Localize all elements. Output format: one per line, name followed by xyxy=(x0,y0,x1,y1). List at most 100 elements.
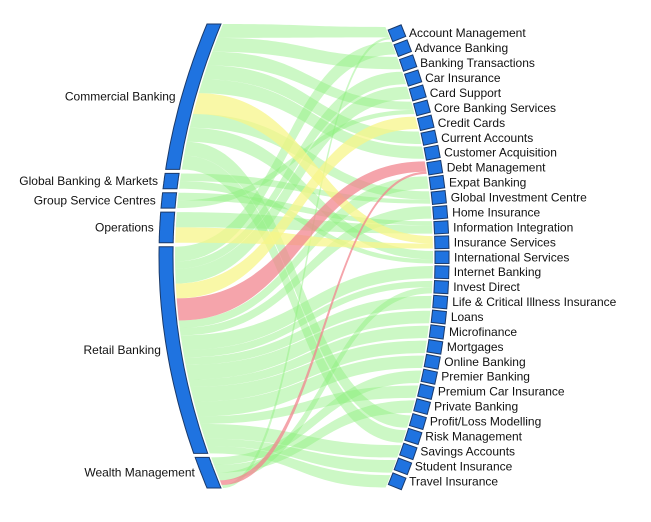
link-wealth-inv xyxy=(216,287,433,481)
link-retail-expat xyxy=(178,176,429,328)
right-node-loans xyxy=(430,309,448,325)
left-node-retail-banking xyxy=(158,246,209,454)
link-commercial-ins xyxy=(192,93,433,244)
link-retail-life xyxy=(184,295,432,365)
right-node-label-core-banking-services: Core Banking Services xyxy=(434,101,556,115)
link-commercial-btx xyxy=(212,37,402,70)
right-node-label-advance-banking: Advance Banking xyxy=(415,41,508,55)
right-node-label-customer-acquisition: Customer Acquisition xyxy=(444,146,557,160)
left-node-global-banking-markets xyxy=(162,172,180,190)
right-node-label-current-accounts: Current Accounts xyxy=(441,131,533,145)
right-node-label-home-insurance: Home Insurance xyxy=(452,205,540,219)
right-node-private-banking xyxy=(413,398,432,416)
right-node-label-premium-car-insurance: Premium Car Insurance xyxy=(438,385,565,399)
right-node-car-insurance xyxy=(403,69,423,87)
right-node-label-debt-management: Debt Management xyxy=(447,161,546,175)
link-wealth-acct xyxy=(221,37,391,488)
right-node-account-management xyxy=(387,24,407,43)
right-node-label-loans: Loans xyxy=(451,310,484,324)
right-node-label-travel-insurance: Travel Insurance xyxy=(409,474,498,488)
right-node-life-critical-illness-insurance xyxy=(432,294,449,310)
left-node-label-wealth-management: Wealth Management xyxy=(84,466,195,480)
right-node-information-integration xyxy=(433,220,450,235)
right-node-label-profit-loss-modelling: Profit/Loss Modelling xyxy=(430,415,541,429)
right-node-global-investment-centre xyxy=(430,190,447,205)
right-node-label-international-services: International Services xyxy=(454,250,569,264)
left-node-operations xyxy=(158,211,176,244)
link-ops-info xyxy=(175,212,433,234)
link-retail-home xyxy=(179,206,432,336)
link-retail-pci xyxy=(197,385,419,424)
link-retail-inv xyxy=(182,280,433,358)
right-node-label-savings-accounts: Savings Accounts xyxy=(420,444,515,458)
right-node-microfinance xyxy=(428,324,446,340)
link-commercial-acct xyxy=(217,24,390,38)
right-node-premium-car-insurance xyxy=(417,383,435,400)
link-gbm-intl xyxy=(179,181,433,264)
right-node-label-premier-banking: Premier Banking xyxy=(441,370,530,384)
link-retail-debt xyxy=(176,161,427,321)
link-wealth-priv xyxy=(213,400,415,473)
right-node-label-internet-banking: Internet Banking xyxy=(454,265,541,279)
right-node-label-risk-management: Risk Management xyxy=(425,429,522,443)
right-node-card-support xyxy=(408,84,427,102)
link-retail-car xyxy=(175,71,407,269)
link-commercial-core xyxy=(207,51,414,110)
link-retail-loans xyxy=(185,310,431,380)
links-layer xyxy=(175,24,433,488)
right-node-label-invest-direct: Invest Direct xyxy=(453,280,520,294)
right-node-label-card-support: Card Support xyxy=(430,86,502,100)
right-node-label-banking-transactions: Banking Transactions xyxy=(420,56,535,70)
right-node-invest-direct xyxy=(433,280,450,295)
left-node-label-commercial-banking: Commercial Banking xyxy=(65,90,176,104)
right-node-credit-cards xyxy=(416,114,435,132)
link-commercial-cust xyxy=(198,79,425,159)
link-commercial-pl xyxy=(183,141,411,428)
right-node-banking-transactions xyxy=(398,54,418,72)
right-node-mortgages xyxy=(426,339,444,355)
right-node-travel-insurance xyxy=(387,472,407,491)
right-node-insurance-services xyxy=(434,235,450,250)
left-node-wealth-management xyxy=(194,456,222,489)
right-node-savings-accounts xyxy=(399,442,418,461)
right-node-label-private-banking: Private Banking xyxy=(434,400,518,414)
link-retail-travel xyxy=(207,445,391,488)
right-node-expat-banking xyxy=(428,174,446,191)
left-node-group-service-centres xyxy=(160,192,178,209)
link-retail-inet xyxy=(180,265,433,351)
right-node-student-insurance xyxy=(393,457,413,476)
left-node-label-global-banking-markets: Global Banking & Markets xyxy=(19,174,158,188)
right-node-label-life-critical-illness-insurance: Life & Critical Illness Insurance xyxy=(452,295,616,309)
left-nodes-layer: Commercial Banking Global Banking & Marke… xyxy=(19,23,222,489)
link-commercial-risk xyxy=(181,155,407,443)
right-node-label-microfinance: Microfinance xyxy=(449,325,517,339)
right-node-internet-banking xyxy=(434,265,450,280)
left-node-label-retail-banking: Retail Banking xyxy=(83,343,160,357)
right-node-label-insurance-services: Insurance Services xyxy=(454,235,556,249)
right-node-label-student-insurance: Student Insurance xyxy=(415,459,513,473)
right-node-online-banking xyxy=(423,353,441,370)
left-node-label-group-service-centres: Group Service Centres xyxy=(34,193,156,207)
link-commercial-curr xyxy=(202,65,422,144)
link-retail-card xyxy=(175,86,411,284)
right-node-current-accounts xyxy=(420,129,438,146)
right-node-risk-management xyxy=(404,427,423,446)
link-commercial-gic xyxy=(189,114,430,200)
link-retail-sav xyxy=(200,423,402,458)
right-node-label-account-management: Account Management xyxy=(409,26,526,40)
right-node-label-online-banking: Online Banking xyxy=(444,355,525,369)
link-wealth-debt xyxy=(219,171,427,485)
left-node-commercial-banking xyxy=(165,23,222,170)
right-node-label-credit-cards: Credit Cards xyxy=(438,116,505,130)
right-node-customer-acquisition xyxy=(423,144,441,161)
left-node-label-operations: Operations xyxy=(95,220,154,234)
link-retail-online xyxy=(193,355,425,417)
link-retail-adv xyxy=(175,41,397,262)
link-retail-cc xyxy=(175,116,419,299)
right-node-premier-banking xyxy=(420,368,439,385)
link-retail-micro xyxy=(188,325,429,387)
right-node-label-mortgages: Mortgages xyxy=(447,340,504,354)
right-node-advance-banking xyxy=(393,39,413,58)
